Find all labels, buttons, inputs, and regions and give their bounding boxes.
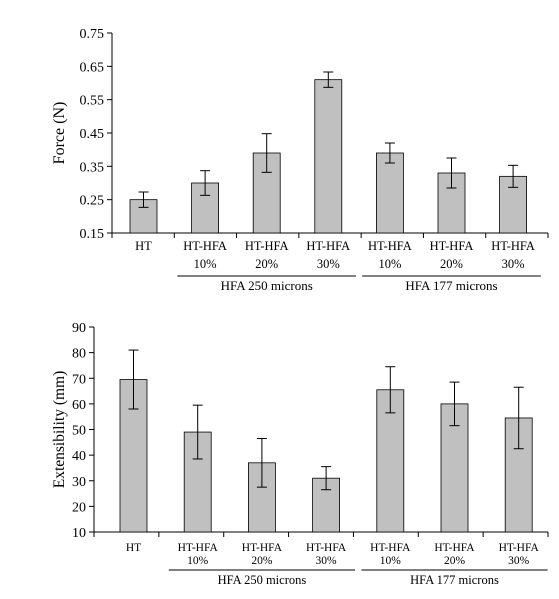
- category-sublabel: 30%: [317, 257, 340, 271]
- y-tick-label: 20: [72, 500, 86, 515]
- y-tick-label: 0.55: [80, 94, 105, 109]
- y-tick-label: 0.45: [80, 127, 105, 142]
- bar: [375, 152, 404, 234]
- category-sublabel: 10%: [378, 257, 401, 271]
- y-tick-label: 40: [72, 449, 86, 464]
- category-label: HT: [135, 239, 152, 253]
- group-label: HFA 177 microns: [410, 573, 499, 587]
- y-tick-label: 30: [72, 475, 86, 490]
- category-label: HT-HFA: [368, 239, 412, 253]
- category-label: HT-HFA: [430, 239, 474, 253]
- y-tick-label: 0.65: [80, 60, 105, 75]
- category-label: HT-HFA: [245, 239, 289, 253]
- category-sublabel: 30%: [316, 555, 338, 567]
- category-sublabel: 20%: [444, 555, 466, 567]
- category-label: HT-HFA: [178, 542, 219, 554]
- group-label: HFA 250 microns: [218, 573, 307, 587]
- category-sublabel: 30%: [508, 555, 530, 567]
- y-tick-label: 50: [72, 424, 86, 439]
- y-tick-label: 0.35: [80, 160, 105, 175]
- category-sublabel: 30%: [502, 257, 525, 271]
- bar: [376, 389, 405, 533]
- y-axis-label: Extensibility (mm): [51, 371, 68, 489]
- y-tick-label: 80: [72, 347, 86, 362]
- category-sublabel: 10%: [380, 555, 402, 567]
- force-chart: 0.15 0.25 0.35 0.45 0.55 0.65 0.75 Force (N) HT H…: [51, 27, 549, 293]
- category-label: HT-HFA: [183, 239, 227, 253]
- category-sublabel: 10%: [187, 555, 209, 567]
- y-tick-label: 10: [72, 526, 86, 541]
- y-tick-label: 60: [72, 398, 86, 413]
- group-label: HFA 250 microns: [221, 278, 313, 293]
- category-label: HT-HFA: [491, 239, 535, 253]
- category-label: HT-HFA: [499, 542, 540, 554]
- y-tick-label: 0.75: [80, 27, 105, 42]
- category-label: HT-HFA: [306, 542, 347, 554]
- category-label: HT-HFA: [242, 542, 283, 554]
- y-tick-label: 0.15: [80, 227, 105, 242]
- category-sublabel: 20%: [255, 257, 278, 271]
- category-label: HT-HFA: [434, 542, 475, 554]
- group-label: HFA 177 microns: [405, 278, 497, 293]
- y-axis-label: Force (N): [51, 102, 68, 165]
- y-tick-label: 90: [72, 321, 86, 336]
- category-sublabel: 10%: [194, 257, 217, 271]
- category-label: HT: [126, 542, 141, 554]
- y-tick-label: 70: [72, 372, 86, 387]
- y-tick-label: 0.25: [80, 194, 105, 209]
- category-sublabel: 20%: [251, 555, 273, 567]
- extensibility-chart: 10 20 30 40 50 60 70 80 90 Extensibility (mm) HT HT…: [51, 321, 549, 587]
- category-sublabel: 20%: [440, 257, 463, 271]
- category-label: HT-HFA: [306, 239, 350, 253]
- category-label: HT-HFA: [370, 542, 411, 554]
- bar: [314, 79, 343, 234]
